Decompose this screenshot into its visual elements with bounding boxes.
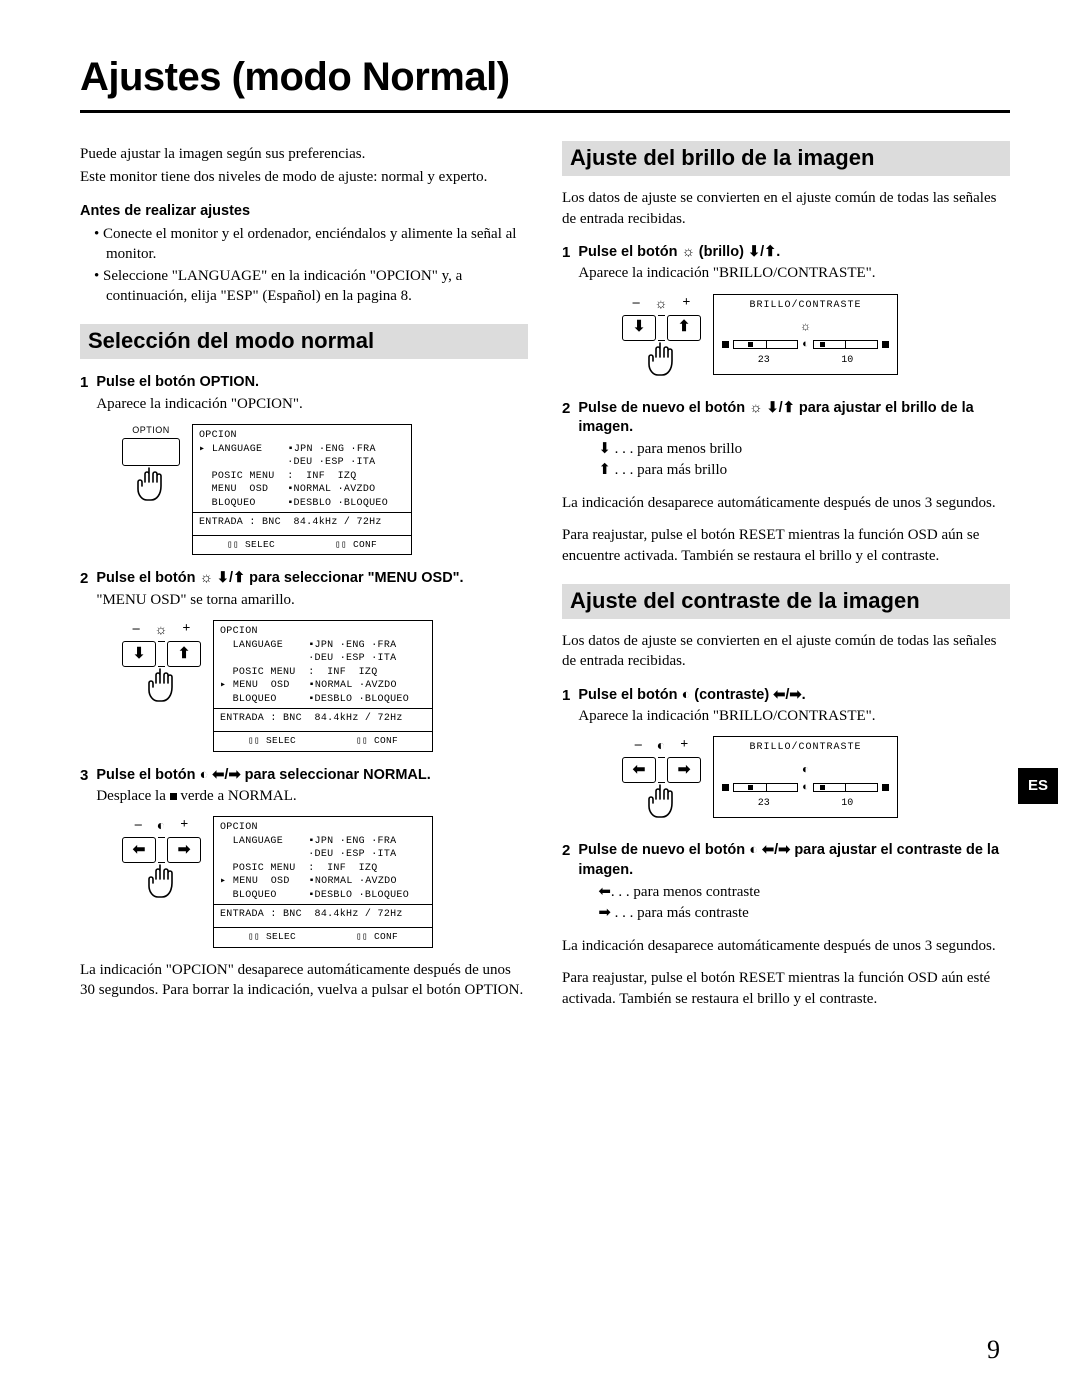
before-bullet-1: Conecte el monitor y el ordenador, encié… [94, 224, 528, 265]
right-column: Ajuste del brillo de la imagen Los datos… [562, 141, 1010, 1012]
bright-reset: Para reajustar, pulse el botón RESET mie… [562, 525, 1010, 566]
bright-auto: La indicación desaparece automáticamente… [562, 493, 1010, 513]
left-icon: ⬅ [212, 767, 224, 783]
brightness-intro: Los datos de ajuste se convierten en el … [562, 188, 1010, 229]
step-2-title: Pulse el botón ☼ ⬇/⬆ para seleccionar "M… [96, 569, 528, 589]
bc-panel-1: BRILLO/CONTRASTE ☼ ◐ 2310 [713, 294, 898, 375]
bright-step1-text: Aparece la indicación "BRILLO/CONTRASTE"… [578, 263, 1010, 283]
section-brightness: Ajuste del brillo de la imagen [562, 141, 1010, 176]
page-number: 9 [987, 1332, 1000, 1367]
contrast-step2-num: 2 [562, 841, 570, 924]
contrast-icon: ◐ [199, 767, 208, 783]
bright-step2-title: Pulse de nuevo el botón ☼ ⬇/⬆ para ajust… [578, 399, 1010, 438]
before-bullet-2: Seleccione "LANGUAGE" en la indicación "… [94, 266, 528, 307]
step-3-text: Desplace la verde a NORMAL. [96, 786, 528, 806]
before-heading: Antes de realizar ajustes [80, 202, 528, 222]
contrast-auto: La indicación desaparece automáticamente… [562, 936, 1010, 956]
section-contrast: Ajuste del contraste de la imagen [562, 584, 1010, 619]
more-contrast: ➡ . . . para más contraste [598, 903, 1010, 923]
hand-icon [140, 861, 184, 907]
bright-step1-num: 1 [562, 243, 570, 284]
less-bright: ⬇ . . . para menos brillo [598, 439, 1010, 459]
osd-panel-3: OPCION LANGUAGE ▪JPN ·ENG ·FRA ·DEU ·ESP… [213, 816, 433, 947]
hand-icon [640, 781, 684, 827]
step-1-num: 1 [80, 373, 88, 414]
bc-panel-2: BRILLO/CONTRASTE ◐ ◐ 2310 [713, 736, 898, 817]
hand-icon [140, 665, 184, 711]
intro-2: Este monitor tiene dos niveles de modo d… [80, 167, 528, 187]
contrast-step2-title: Pulse de nuevo el botón ◐ ⬅/➡ para ajust… [578, 841, 1010, 880]
language-tab: ES [1018, 768, 1058, 804]
left-column: Puede ajustar la imagen según sus prefer… [80, 141, 528, 1012]
up-icon: ⬆ [233, 570, 245, 586]
hand-icon [129, 464, 173, 510]
contrast-reset: Para reajustar, pulse el botón RESET mie… [562, 968, 1010, 1009]
contrast-step1-num: 1 [562, 686, 570, 727]
square-icon [170, 793, 177, 800]
contrast-intro: Los datos de ajuste se convierten en el … [562, 631, 1010, 672]
osd-panel-1: OPCION ▸ LANGUAGE ▪JPN ·ENG ·FRA ·DEU ·E… [192, 424, 412, 555]
option-button-illus: OPTION [122, 424, 180, 510]
step-1-title: Pulse el botón OPTION. [96, 373, 528, 393]
brightness-buttons: – ☼ + ⬇ ⬆ [122, 620, 201, 711]
section-normal-mode: Selección del modo normal [80, 324, 528, 359]
contrast-buttons-2: – ◐ + ⬅ ➡ [622, 736, 701, 827]
down-icon: ⬇ [217, 570, 229, 586]
less-contrast: ⬅. . . para menos contraste [598, 882, 1010, 902]
bright-step1-title: Pulse el botón ☼ (brillo) ⬇/⬆. [578, 243, 1010, 263]
normal-closing: La indicación "OPCION" desaparece automá… [80, 960, 528, 1001]
option-label: OPTION [132, 424, 170, 436]
hand-icon [640, 339, 684, 385]
right-icon: ➡ [228, 767, 240, 783]
contrast-step1-title: Pulse el botón ◐ (contraste) ⬅/➡. [578, 686, 1010, 706]
intro-1: Puede ajustar la imagen según sus prefer… [80, 144, 528, 164]
step-3-num: 3 [80, 766, 88, 807]
more-bright: ⬆ . . . para más brillo [598, 460, 1010, 480]
brightness-buttons-2: – ☼ + ⬇ ⬆ [622, 294, 701, 385]
step-1-text: Aparece la indicación "OPCION". [96, 394, 528, 414]
contrast-buttons: – ◐ + ⬅ ➡ [122, 816, 201, 907]
step-2-num: 2 [80, 569, 88, 610]
osd-panel-2: OPCION LANGUAGE ▪JPN ·ENG ·FRA ·DEU ·ESP… [213, 620, 433, 751]
step-2-text: "MENU OSD" se torna amarillo. [96, 590, 528, 610]
step-3-title: Pulse el botón ◐ ⬅/➡ para seleccionar NO… [96, 766, 528, 786]
bright-step2-num: 2 [562, 399, 570, 482]
contrast-step1-text: Aparece la indicación "BRILLO/CONTRASTE"… [578, 706, 1010, 726]
sun-icon: ☼ [681, 244, 694, 260]
page-title: Ajustes (modo Normal) [80, 50, 1010, 113]
sun-icon: ☼ [199, 570, 212, 586]
